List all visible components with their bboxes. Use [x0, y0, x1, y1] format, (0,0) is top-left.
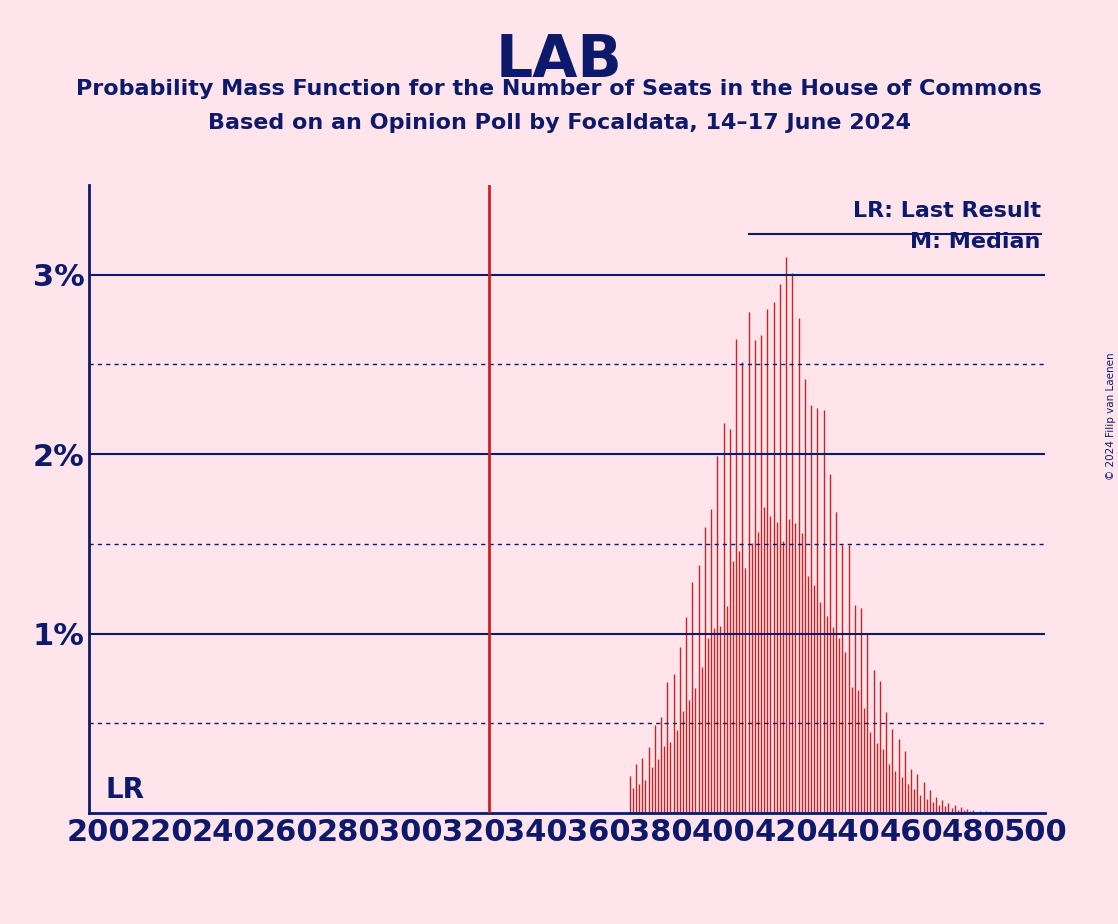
Text: Probability Mass Function for the Number of Seats in the House of Commons: Probability Mass Function for the Number… [76, 79, 1042, 99]
Text: Based on an Opinion Poll by Focaldata, 14–17 June 2024: Based on an Opinion Poll by Focaldata, 1… [208, 113, 910, 133]
Text: M: Median: M: Median [910, 232, 1041, 252]
Text: LR: Last Result: LR: Last Result [853, 201, 1041, 221]
Text: © 2024 Filip van Laenen: © 2024 Filip van Laenen [1106, 352, 1116, 480]
Text: LR: LR [105, 776, 144, 804]
Text: LAB: LAB [495, 32, 623, 90]
